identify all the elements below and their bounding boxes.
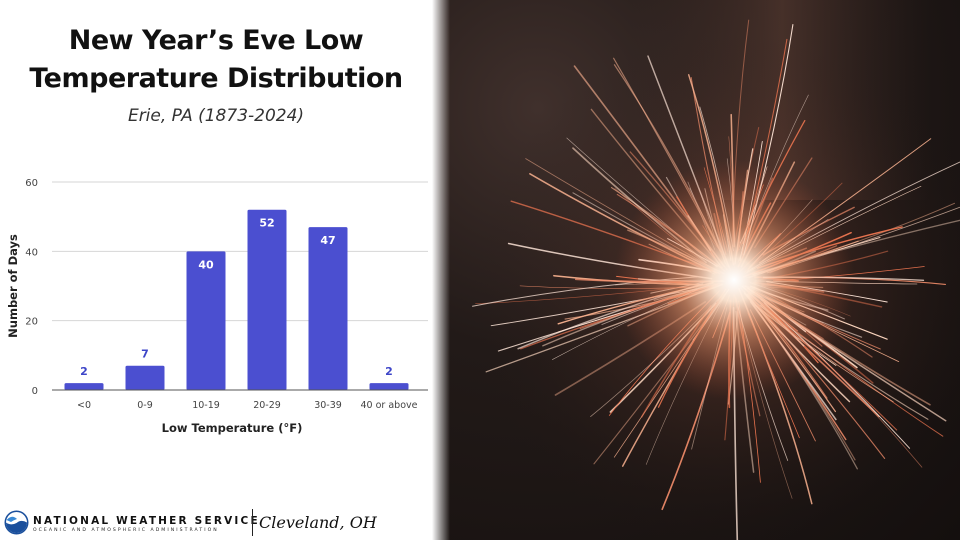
y-axis-ticks: 0 20 40 60 [25,178,38,397]
noaa-logo-icon [4,510,29,535]
y-tick-label: 0 [32,386,38,397]
agency-name: NATIONAL WEATHER SERVICE [33,515,260,527]
bar-value-label: 2 [80,365,88,378]
bar [125,365,165,390]
chart-gridlines [52,181,428,322]
x-tick-label: 40 or above [361,400,418,411]
x-tick-label: 30-39 [314,400,342,411]
bar [247,209,287,390]
chart-bars [64,209,409,390]
x-tick-label: 20-29 [253,400,281,411]
bar-value-label: 47 [320,234,335,247]
y-axis-title: Number of Days [6,234,20,338]
page-subtitle: Erie, PA (1873-2024) [127,106,305,126]
x-tick-label: 10-19 [192,400,220,411]
bar [369,383,409,390]
page-title: New Year’s Eve Low Temperature Distribut… [0,22,432,98]
agency-subtitle: OCEANIC AND ATMOSPHERIC ADMINISTRATION [33,528,219,533]
office-name: Cleveland, OH [259,513,377,532]
footer-branding: NATIONAL WEATHER SERVICE OCEANIC AND ATM… [0,506,432,540]
bar-value-label: 2 [385,365,393,378]
bar-value-label: 40 [198,258,214,271]
bar [186,251,226,390]
x-tick-label: 0-9 [137,400,153,411]
bar [64,383,104,390]
bar [308,227,348,390]
bar-chart: 0 20 40 60 2 7 40 52 47 2 <0 0-9 10-19 20-29 30-39 40… [6,178,428,435]
photo-edge-fade [432,0,450,540]
bar-value-labels: 2 7 40 52 47 2 [80,217,393,378]
x-tick-label: <0 [77,400,91,411]
footer-divider [252,509,253,536]
title-line-2: Temperature Distribution [29,63,403,94]
x-axis-ticks: <0 0-9 10-19 20-29 30-39 40 or above [77,400,418,411]
x-axis-title: Low Temperature (°F) [162,421,303,435]
sparkler-photo [432,0,960,540]
bar-value-label: 52 [259,217,274,230]
title-line-1: New Year’s Eve Low [68,25,364,56]
y-tick-label: 40 [25,247,38,258]
sparkler-icon [472,0,960,540]
y-tick-label: 60 [25,178,38,189]
y-tick-label: 20 [25,317,38,328]
bar-value-label: 7 [141,348,149,361]
chart-panel: New Year’s Eve Low Temperature Distribut… [0,0,432,540]
